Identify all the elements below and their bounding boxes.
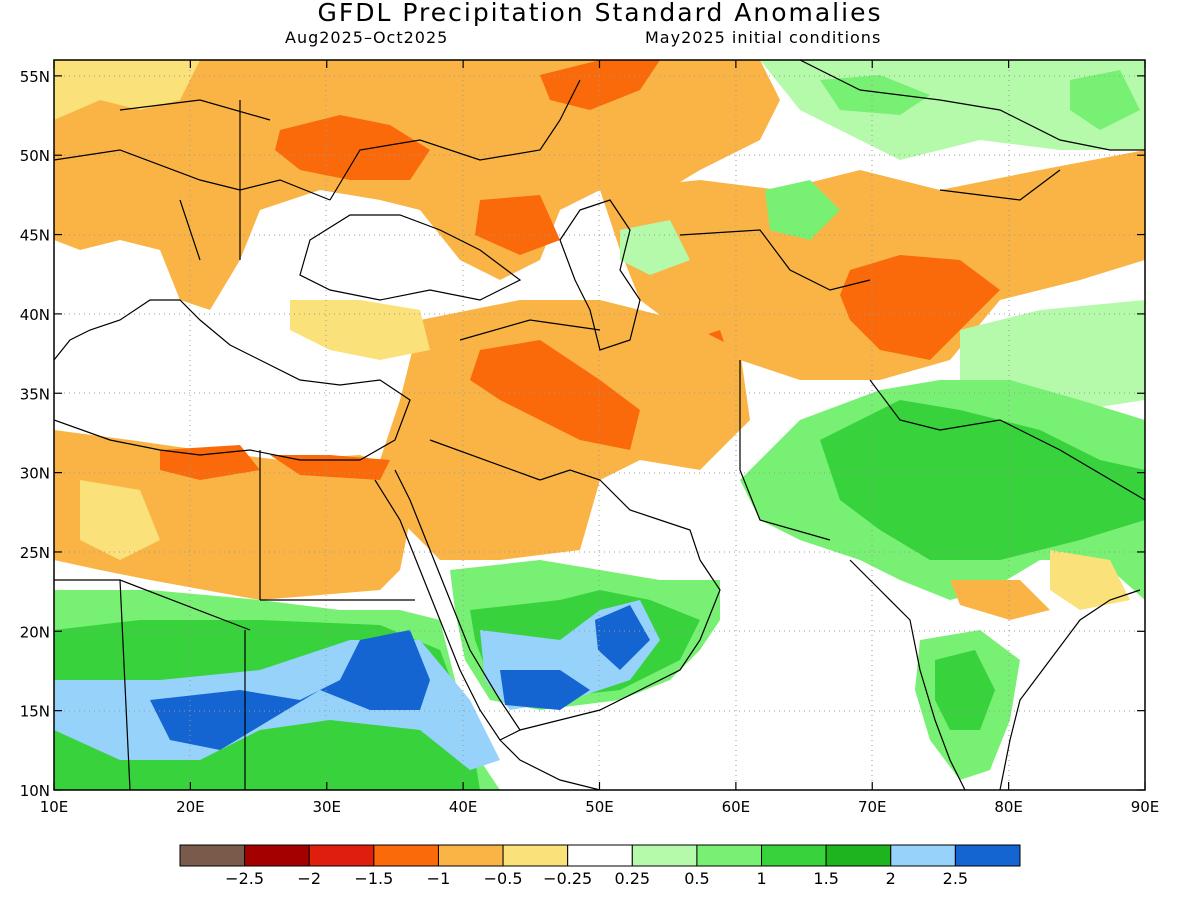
colorbar-swatch	[179, 844, 246, 867]
colorbar-label: 0.5	[684, 869, 709, 888]
libya-coast-dry	[160, 445, 260, 480]
colorbar-swatch	[954, 844, 1021, 867]
colorbar-label: −0.25	[543, 869, 592, 888]
initial-conditions: May2025 initial conditions	[645, 28, 882, 47]
map-title: GFDL Precipitation Standard Anomalies	[317, 0, 883, 27]
colorbar-swatch	[437, 844, 504, 867]
gulf-of-aden	[499, 739, 601, 790]
turkey-dry	[290, 300, 430, 360]
tien-shan-core-dry	[840, 255, 1000, 360]
eastern-europe-light	[54, 60, 200, 120]
africa-borders	[54, 450, 415, 790]
india-south-core	[935, 650, 995, 730]
colorbar-label: 1.5	[813, 869, 838, 888]
black-sea-coast	[299, 214, 522, 301]
russia-north-dry	[540, 60, 660, 110]
india-core-wet	[820, 400, 1145, 560]
asia-borders	[429, 229, 1145, 541]
caspian-coast	[559, 199, 641, 351]
lat-tick-label: 50N	[20, 147, 50, 165]
lon-tick-label: 40E	[449, 798, 478, 816]
latitude-axis: 10N 15N 20N 25N 30N 35N 40N 45N 50N 55N	[20, 68, 1145, 800]
lon-tick-label: 80E	[994, 798, 1023, 816]
colorbar-label: −0.5	[484, 869, 523, 888]
north-africa-light	[80, 480, 160, 560]
colorbar-swatch	[696, 844, 763, 867]
colorbar-swatch	[244, 844, 310, 867]
colorbar-label: 2.5	[943, 869, 968, 888]
siberia-core-wet	[820, 75, 930, 115]
lon-tick-label: 70E	[858, 798, 887, 816]
colorbar-swatch	[890, 844, 956, 867]
lat-tick-label: 55N	[20, 68, 50, 86]
colorbar-swatch	[373, 844, 439, 867]
lat-tick-label: 20N	[20, 623, 50, 641]
lon-tick-label: 10E	[40, 798, 69, 816]
egypt-coast-dry	[270, 455, 390, 480]
kazakh-wet	[765, 180, 840, 240]
colorbar-label: −2.5	[225, 869, 264, 888]
coastlines	[54, 60, 1145, 790]
sudan-core-wet	[150, 630, 430, 750]
india-dry-patch	[950, 580, 1050, 620]
lat-tick-label: 35N	[20, 385, 50, 403]
iraq-iran-dry	[470, 340, 640, 450]
colorbar-swatch	[308, 844, 375, 867]
lat-tick-label: 45N	[20, 227, 50, 245]
anomaly-field	[54, 60, 1145, 790]
india-east-coast	[999, 589, 1141, 790]
colorbar-label: −1.5	[354, 869, 393, 888]
colorbar-label: 1	[756, 869, 766, 888]
lon-tick-label: 20E	[176, 798, 205, 816]
mediterranean-coast	[54, 299, 411, 461]
colorbar-swatch	[631, 844, 698, 867]
caucasus-wet	[620, 220, 690, 275]
yemen-oman-wet	[500, 605, 650, 710]
russia-china-border	[799, 60, 1145, 201]
colorbar-label: −1	[427, 869, 451, 888]
india-west-coast	[849, 559, 966, 790]
colorbar-swatch	[567, 844, 633, 867]
lon-tick-label: 60E	[722, 798, 751, 816]
lat-tick-label: 30N	[20, 465, 50, 483]
lon-tick-label: 50E	[585, 798, 614, 816]
lon-tick-label: 30E	[312, 798, 341, 816]
europe-borders	[54, 79, 581, 261]
lat-tick-label: 40N	[20, 306, 50, 324]
lat-tick-label: 15N	[20, 703, 50, 721]
colorbar-swatch	[761, 844, 827, 867]
red-sea-coast	[374, 469, 521, 741]
lat-tick-label: 10N	[20, 782, 50, 800]
colorbar-swatch	[502, 844, 569, 867]
mongolia-wet	[1070, 70, 1140, 130]
colorbar-label: −2	[297, 869, 321, 888]
caspian-dry	[475, 195, 560, 255]
colorbar: −2.5 −2 −1.5 −1 −0.5 −0.25 0.25 0.5 1 1.5 2 2.5	[179, 844, 1021, 888]
bangladesh-dry	[1050, 550, 1130, 610]
colorbar-label: 0.25	[614, 869, 650, 888]
colorbar-label: 2	[886, 869, 896, 888]
forecast-period: Aug2025–Oct2025	[285, 28, 449, 47]
lon-tick-label: 90E	[1131, 798, 1160, 816]
longitude-axis: 10E 20E 30E 40E 50E 60E 70E 80E 90E	[40, 60, 1160, 816]
persian-gulf-coast	[539, 469, 701, 561]
colorbar-swatch	[825, 844, 892, 867]
eastern-europe-dry	[54, 60, 780, 310]
lat-tick-label: 25N	[20, 544, 50, 562]
ukraine-core-dry	[275, 115, 430, 180]
arabian-coast	[519, 559, 721, 731]
